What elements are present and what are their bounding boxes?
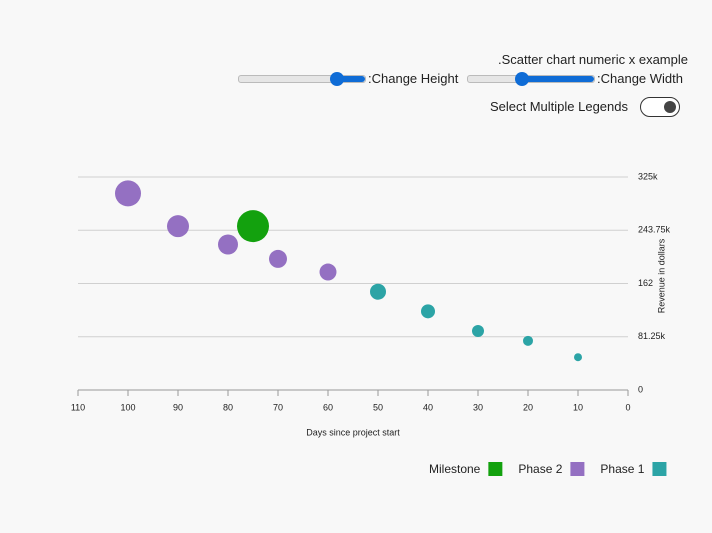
x-tick-label: 100: [120, 402, 135, 412]
legend-label[interactable]: Phase 1: [600, 462, 644, 476]
x-tick-label: 40: [423, 402, 433, 412]
x-tick-label: 90: [173, 402, 183, 412]
x-tick-label: 80: [223, 402, 233, 412]
toggle[interactable]: [640, 97, 680, 117]
y-tick-label: 0: [638, 384, 643, 394]
legend-swatch[interactable]: [652, 462, 667, 476]
x-tick-label: 0: [625, 402, 630, 412]
slider-thumb[interactable]: [515, 72, 529, 86]
legend-swatch[interactable]: [488, 462, 503, 476]
x-tick-label: 70: [273, 402, 283, 412]
height-label: :Change Height: [368, 71, 459, 86]
x-tick-label: 10: [573, 402, 583, 412]
slider-fill: [522, 76, 594, 82]
x-tick-label: 30: [473, 402, 483, 412]
bubble: [167, 215, 189, 238]
bubble: [472, 325, 484, 338]
bubble: [237, 210, 269, 243]
x-tick-label: 50: [373, 402, 383, 412]
bubble: [370, 283, 386, 300]
x-axis-title: Days since project start: [306, 427, 400, 437]
toggle-knob: [664, 101, 676, 113]
legend-label[interactable]: Phase 2: [518, 462, 562, 476]
bubble: [574, 353, 582, 362]
y-axis-title: Revenue in dollars: [656, 238, 666, 313]
legend-label[interactable]: Milestone: [429, 462, 481, 476]
bubble: [319, 263, 337, 281]
slider-track: [238, 75, 366, 83]
legend-swatch[interactable]: [570, 462, 585, 476]
bubble: [115, 180, 141, 207]
bubble: [421, 304, 435, 319]
x-tick-label: 110: [71, 402, 85, 412]
y-tick-label: 243.75k: [638, 225, 671, 235]
bubble: [269, 249, 287, 268]
page-title: .Scatter chart numeric x example: [497, 52, 688, 67]
toggle-label: Select Multiple Legends: [489, 99, 628, 114]
bubble: [523, 335, 533, 346]
slider-fill: [337, 76, 365, 82]
y-tick-label: 81.25k: [638, 331, 666, 341]
slider-thumb[interactable]: [330, 72, 344, 86]
x-tick-label: 60: [323, 402, 333, 412]
width-label: :Change Width: [597, 71, 683, 86]
y-tick-label: 325k: [638, 171, 658, 181]
bubble: [218, 234, 238, 255]
x-tick-label: 20: [523, 402, 533, 412]
y-tick-label: 162: [638, 278, 653, 288]
